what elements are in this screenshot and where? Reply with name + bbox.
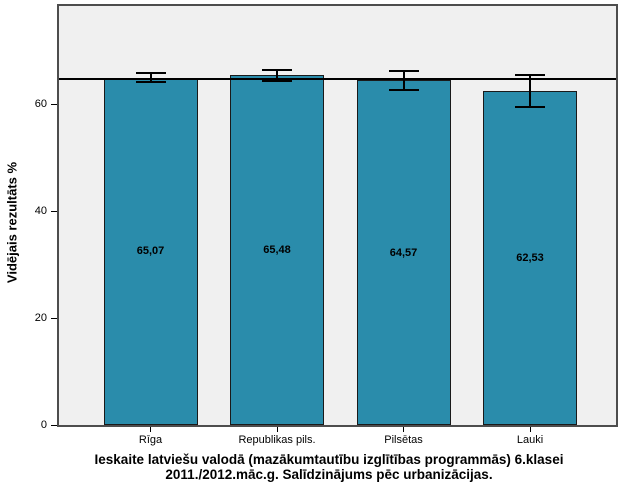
error-bar-cap-bottom [388, 88, 419, 91]
chart-title: Ieskaite latviešu valodā (mazākumtautību… [40, 452, 618, 482]
bar-value-label: 64,57 [389, 246, 418, 259]
bar-value-label: 62,53 [516, 252, 544, 265]
reference-line [59, 77, 616, 80]
error-bar-cap-top [135, 72, 166, 75]
bar-value-label: 65,07 [136, 245, 165, 258]
error-bar-cap-top [515, 74, 545, 77]
chart-title-line-1: Ieskaite latviešu valodā (mazākumtautību… [94, 452, 564, 467]
y-tick-mark [51, 424, 57, 426]
bar [230, 75, 324, 425]
bar-value-label: 65,48 [263, 244, 291, 257]
y-tick-label: 0 [40, 418, 47, 431]
error-bar-cap-top [388, 69, 419, 72]
error-bar-cap-bottom [135, 81, 166, 84]
error-bar-cap-top [262, 69, 292, 72]
y-tick-label: 20 [34, 311, 47, 324]
error-bar-line [149, 73, 152, 83]
error-bar-line [276, 70, 278, 81]
error-bar-line [529, 75, 531, 108]
y-tick-label: 40 [34, 204, 47, 217]
bar [356, 80, 451, 425]
bar [483, 91, 577, 425]
x-category-label: Lauki [516, 434, 544, 446]
x-tick-mark [403, 427, 404, 432]
error-bar-line [402, 70, 405, 90]
bar [103, 77, 198, 425]
y-axis-title: Vidējais rezultāts % [4, 161, 20, 284]
y-tick-mark [51, 210, 57, 212]
chart-title-line-2: 2011./2012.māc.g. Salīdzinājums pēc urba… [165, 467, 493, 482]
plot-area: 65,07 65,48 64,57 62,53 [57, 4, 618, 427]
y-tick-label: 60 [34, 98, 47, 111]
error-bar-cap-bottom [262, 79, 292, 82]
x-tick-mark [529, 427, 531, 432]
x-category-label: Rīga [138, 434, 163, 446]
y-tick-mark [51, 317, 57, 319]
x-tick-mark [276, 427, 278, 432]
y-tick-mark [51, 104, 57, 106]
x-tick-mark [150, 427, 151, 432]
x-category-label: Pilsētas [384, 434, 423, 446]
error-bar-cap-bottom [515, 106, 545, 109]
x-category-label: Republikas pils. [238, 434, 316, 446]
